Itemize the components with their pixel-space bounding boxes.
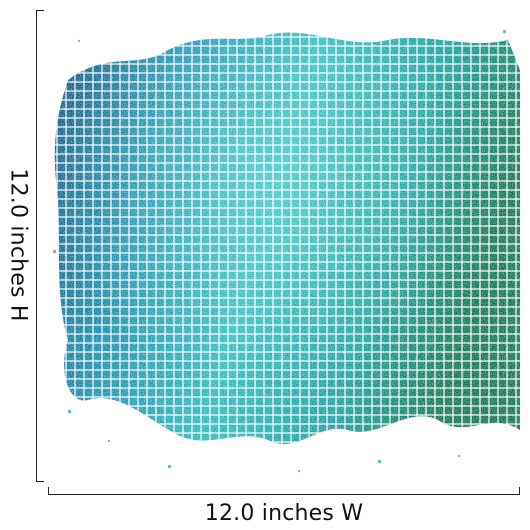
height-dimension-cap-top <box>36 10 44 11</box>
mosaic-tile-icon <box>48 10 520 482</box>
height-dimension-label: 12.0 inches H <box>5 168 31 322</box>
width-dimension-line <box>48 494 520 495</box>
height-dimension-cap-bottom <box>36 481 44 482</box>
height-dimension-line <box>36 10 37 482</box>
width-dimension-cap-left <box>48 487 49 495</box>
width-dimension-cap-right <box>519 487 520 495</box>
width-dimension-label: 12.0 inches W <box>204 501 364 526</box>
mosaic-artwork-image <box>48 10 520 482</box>
